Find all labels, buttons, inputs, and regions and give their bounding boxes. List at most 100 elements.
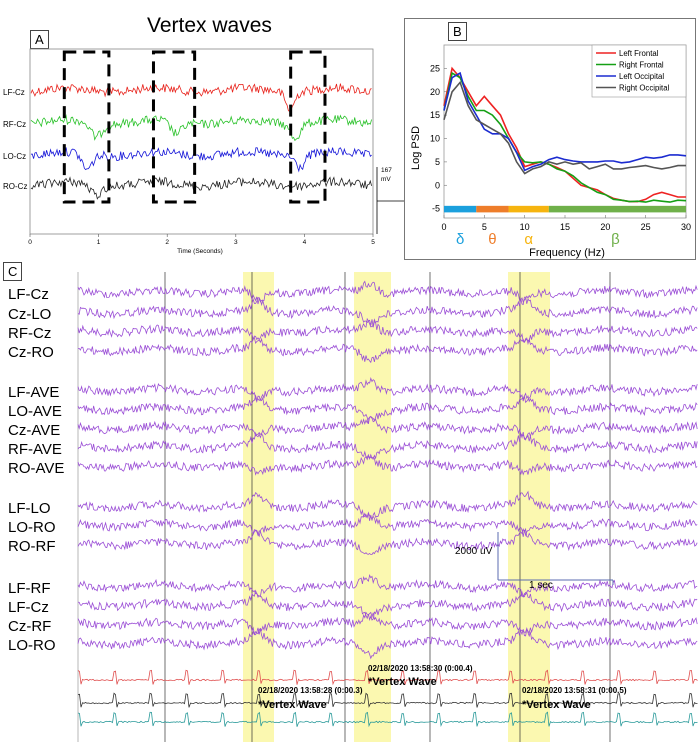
panel-b-label: B xyxy=(448,22,467,41)
panel-b-ytick-label: 20 xyxy=(430,87,440,97)
panel-b-band-α xyxy=(508,205,549,213)
panel-c-channel-g0-0: LF-Cz xyxy=(8,286,49,303)
panel-c-channel-g2-0: LF-LO xyxy=(8,500,51,517)
panel-c-trace xyxy=(77,431,698,461)
panel-a-trace-RO-Cz xyxy=(30,176,372,200)
panel-a-trace-LF-Cz xyxy=(30,82,372,112)
panel-a-xtick-label: 4 xyxy=(303,239,307,246)
panel-b-legend-label: Right Occipital xyxy=(619,84,670,93)
panel-c-trace xyxy=(77,376,698,404)
panel-a-xtick-label: 3 xyxy=(234,239,238,246)
panel-b-band-θ xyxy=(476,205,509,213)
panel-c-trace xyxy=(77,317,698,343)
panel-a-dashed-box xyxy=(289,50,327,204)
panel-c-highlight xyxy=(354,272,391,742)
panel-a-dashed-box xyxy=(151,50,197,204)
panel-b-xtick-label: 0 xyxy=(441,222,446,232)
panel-c-channel-g1-1: LO-AVE xyxy=(8,403,62,420)
panel-c-label: C xyxy=(3,262,23,281)
panel-c-trace xyxy=(77,527,698,555)
panel-c-trace xyxy=(77,573,698,599)
panel-c-trace xyxy=(77,490,698,521)
panel-c-scale-amp: 2000 uV xyxy=(455,546,493,557)
panel-a-channel-label-0: LF-Cz xyxy=(3,88,25,97)
panel-b-xlabel: Frequency (Hz) xyxy=(529,247,605,259)
panel-c-trace xyxy=(77,336,698,364)
panel-b-xtick-label: 20 xyxy=(600,222,610,232)
panel-c-trace xyxy=(77,511,698,538)
panel-b-ytick-label: -5 xyxy=(432,204,440,214)
panel-c-channel-g3-0: LF-RF xyxy=(8,580,51,597)
panel-c-trace xyxy=(77,280,698,305)
panel-b-ylabel: Log PSD xyxy=(410,126,422,170)
panel-a-trace-RF-Cz xyxy=(30,114,372,142)
panel-c-trace xyxy=(77,416,698,441)
panel-c-trace xyxy=(77,626,698,660)
panel-a-scale-value: 167 xyxy=(381,167,392,174)
panel-b-series-right-occipital xyxy=(443,80,686,175)
panel-b-legend-label: Left Occipital xyxy=(619,72,664,81)
panel-a-title: Vertex waves xyxy=(147,14,272,37)
panel-b-series-right-frontal xyxy=(443,71,687,203)
panel-b-ytick-label: 10 xyxy=(430,134,440,144)
panel-c-ecg-trace xyxy=(77,669,698,686)
panel-b-xtick-label: 25 xyxy=(641,222,651,232)
panel-b-band-label: α xyxy=(524,231,533,248)
panel-a-trace-LO-Cz xyxy=(30,146,372,173)
panel-c-channel-g3-2: Cz-RF xyxy=(8,618,52,635)
panel-a-dashed-box xyxy=(62,50,111,204)
panel-c-channel-g1-0: LF-AVE xyxy=(8,384,60,401)
panel-c-ecg-trace xyxy=(77,711,698,728)
panel-a-channel-label-1: RF-Cz xyxy=(3,120,27,129)
panel-a-xtick-label: 0 xyxy=(28,239,32,246)
panel-c-channel-g1-3: RF-AVE xyxy=(8,441,62,458)
panel-a-plot-frame xyxy=(29,48,374,235)
panel-c-channel-g0-2: RF-Cz xyxy=(8,325,52,342)
panel-c-highlight xyxy=(243,272,274,742)
panel-b-ytick-label: 15 xyxy=(430,110,440,120)
panel-b-band-δ xyxy=(444,205,477,213)
panel-c-trace xyxy=(77,611,698,637)
panel-c-highlight xyxy=(508,272,550,742)
panel-c-channel-g0-1: Cz-LO xyxy=(8,306,52,323)
panel-c-channel-g3-3: LO-RO xyxy=(8,637,56,654)
event-timestamp-0: 02/18/2020 13:58:28 (0:00.3) xyxy=(258,686,363,695)
panel-c-channel-g1-4: RO-AVE xyxy=(8,460,65,477)
panel-a-xtick-label: 1 xyxy=(97,239,101,246)
panel-b-band-β xyxy=(548,205,686,213)
panel-a-channel-label-3: RO-Cz xyxy=(3,182,28,191)
panel-b-band-label: δ xyxy=(456,231,464,248)
event-label-0: *Vertex Wave xyxy=(258,699,327,711)
event-timestamp-2: 02/18/2020 13:58:31 (0:00.5) xyxy=(522,686,627,695)
panel-a-chart: 0 1 2 3 4 5 Time (Seconds) 167 mV xyxy=(28,48,410,255)
panel-b-xtick-label: 15 xyxy=(560,222,570,232)
panel-a xyxy=(20,18,400,255)
panel-c-channel-g0-3: Cz-RO xyxy=(8,344,54,361)
panel-c-ecg-trace xyxy=(77,692,698,708)
panel-c-channel-g2-2: RO-RF xyxy=(8,538,56,555)
panel-b-legend-label: Left Frontal xyxy=(619,49,659,58)
panel-a-channel-label-2: LO-Cz xyxy=(3,152,27,161)
panel-a-xlabel: Time (Seconds) xyxy=(177,248,223,255)
panel-b-xtick-label: 10 xyxy=(520,222,530,232)
panel-c-trace xyxy=(77,589,698,622)
panel-a-scale-unit: mV xyxy=(381,176,391,183)
panel-a-xtick-label: 2 xyxy=(165,239,169,246)
event-label-2: *Vertex Wave xyxy=(522,699,591,711)
panel-b-series-left-occipital xyxy=(443,71,687,172)
panel-c-channel-g3-1: LF-Cz xyxy=(8,599,49,616)
panel-c-trace xyxy=(77,455,698,476)
panel-a-xtick-label: 5 xyxy=(371,239,375,246)
panel-b-band-label: β xyxy=(611,231,620,248)
panel-a-label: A xyxy=(30,30,49,49)
event-label-1: *Vertex Wave xyxy=(368,676,437,688)
panel-c-channel-g2-1: LO-RO xyxy=(8,519,56,536)
panel-b-xtick-label: 30 xyxy=(681,222,691,232)
panel-c-trace xyxy=(77,392,698,424)
panel-c-channel-g1-2: Cz-AVE xyxy=(8,422,61,439)
panel-b-band-label: θ xyxy=(488,231,496,248)
panel-b-ytick-label: 5 xyxy=(435,157,440,167)
panel-b-ytick-label: 25 xyxy=(430,63,440,73)
